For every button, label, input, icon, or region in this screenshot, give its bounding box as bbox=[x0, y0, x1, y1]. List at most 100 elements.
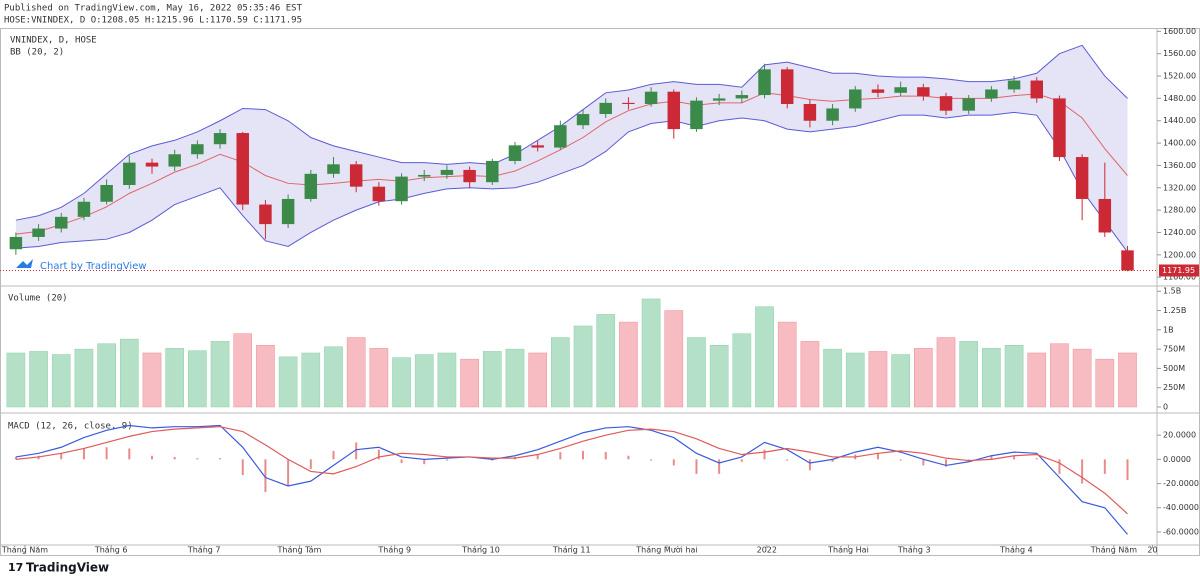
pane-title: Volume (20) bbox=[8, 294, 68, 304]
y-tick-label: 1280.00 bbox=[1163, 206, 1196, 215]
volume-bar bbox=[142, 352, 162, 408]
volume-bar bbox=[800, 341, 820, 408]
volume-bar bbox=[482, 351, 502, 408]
volume-bar bbox=[641, 298, 661, 408]
pane-title: MACD (12, 26, close, 9) bbox=[8, 422, 133, 432]
volume-bar bbox=[755, 306, 774, 408]
y-tick-label: -60.0000 bbox=[1163, 527, 1199, 536]
candle-body bbox=[417, 174, 431, 177]
candle-body bbox=[440, 169, 454, 175]
candle-body bbox=[1007, 80, 1021, 90]
x-tick-label: Tháng Mười hai bbox=[635, 545, 697, 555]
candle-body bbox=[599, 102, 612, 115]
volume-bar bbox=[188, 350, 207, 408]
volume-bar bbox=[1072, 348, 1092, 408]
candle-body bbox=[486, 160, 499, 183]
volume-bar bbox=[29, 351, 48, 408]
candle-body bbox=[236, 133, 249, 205]
plot-layer: 1160.00 1200.00 1240.00 1280.00 1320.00 1360.… bbox=[0, 27, 1199, 555]
y-tick-label: 1200.00 bbox=[1163, 250, 1196, 259]
volume-bar bbox=[324, 346, 343, 408]
macd-line bbox=[15, 424, 1128, 535]
x-tick-label: Tháng Năm bbox=[1090, 546, 1137, 555]
candle-body bbox=[327, 164, 340, 174]
volume-bar bbox=[619, 321, 638, 408]
volume-bar bbox=[777, 321, 797, 408]
candle-body bbox=[735, 95, 749, 99]
y-tick-label: 1320.00 bbox=[1163, 183, 1196, 192]
y-tick-label: -20.0000 bbox=[1163, 479, 1199, 488]
candle-body bbox=[1030, 80, 1044, 99]
y-tick-label: 1400.00 bbox=[1163, 139, 1196, 148]
candle-body bbox=[463, 169, 476, 183]
volume-bar bbox=[233, 333, 253, 408]
band-lower bbox=[15, 111, 1128, 253]
candle-body bbox=[576, 114, 590, 126]
band-upper bbox=[15, 44, 1128, 221]
volume-bar bbox=[687, 337, 706, 408]
candle-body bbox=[100, 184, 113, 202]
candle-body bbox=[939, 96, 953, 111]
volume-bar bbox=[369, 348, 389, 408]
candle-body bbox=[281, 198, 295, 225]
volume-bar bbox=[505, 348, 525, 408]
volume-bar bbox=[346, 337, 366, 408]
volume-bar bbox=[97, 343, 116, 408]
candle-body bbox=[871, 89, 885, 93]
volume-bar bbox=[573, 325, 593, 408]
candle-body bbox=[168, 154, 181, 167]
y-tick-label: 500M bbox=[1163, 364, 1185, 373]
candle-body bbox=[531, 145, 544, 148]
candle-body bbox=[145, 162, 159, 167]
volume-bar bbox=[165, 348, 185, 408]
volume-bar bbox=[1095, 358, 1115, 408]
candle-body bbox=[508, 145, 522, 161]
volume-bar bbox=[210, 341, 230, 408]
volume-bar bbox=[460, 358, 479, 408]
candle-body bbox=[1075, 157, 1089, 199]
y-tick-label: 1520.00 bbox=[1163, 72, 1196, 81]
volume-bar bbox=[437, 352, 457, 408]
y-tick-label: 1.5B bbox=[1163, 287, 1181, 296]
last-price-label: 1171.95 bbox=[1162, 266, 1195, 275]
y-tick-label: 1240.00 bbox=[1163, 228, 1196, 237]
candle-body bbox=[667, 91, 681, 130]
symbol-ohlc: HOSE:VNINDEX, D O:1208.05 H:1215.96 L:11… bbox=[4, 16, 302, 26]
y-tick-label: 1600.00 bbox=[1163, 27, 1196, 36]
x-tick-label: Tháng Hai bbox=[827, 546, 869, 555]
volume-bar bbox=[278, 356, 298, 408]
x-tick-label: Tháng 6 bbox=[94, 546, 128, 555]
candle-body bbox=[917, 87, 930, 97]
x-tick-label: Tháng 9 bbox=[377, 546, 411, 555]
candle-body bbox=[849, 89, 862, 109]
volume-bar bbox=[74, 348, 94, 408]
indicator-title: BB (20, 2) bbox=[10, 48, 64, 58]
y-tick-label: 1440.00 bbox=[1163, 116, 1196, 125]
brand[interactable]: TradingView bbox=[26, 561, 109, 575]
volume-bar bbox=[1004, 345, 1024, 408]
candle-body bbox=[123, 162, 136, 185]
volume-bar bbox=[732, 333, 752, 408]
volume-bar bbox=[551, 337, 570, 408]
candle-body bbox=[1098, 198, 1112, 233]
x-tick-label: Tháng Tám bbox=[277, 546, 322, 555]
candle-body bbox=[690, 100, 703, 130]
watermark[interactable]: Chart by TradingView bbox=[40, 261, 147, 272]
brand-icon: 17 bbox=[8, 561, 23, 574]
y-tick-label: 1B bbox=[1163, 325, 1174, 334]
y-tick-label: -40.0000 bbox=[1163, 503, 1199, 512]
y-tick-label: 250M bbox=[1163, 383, 1185, 392]
y-tick-label: 0 bbox=[1163, 402, 1168, 411]
volume-bar bbox=[301, 352, 321, 408]
volume-bar bbox=[891, 354, 910, 408]
candle-body bbox=[77, 201, 91, 217]
candle-body bbox=[9, 236, 23, 250]
candle-body bbox=[213, 133, 227, 145]
volume-bar bbox=[256, 345, 275, 408]
volume-bar bbox=[982, 348, 1001, 408]
volume-bar bbox=[868, 351, 888, 408]
candle-body bbox=[962, 98, 975, 111]
y-tick-label: 20.0000 bbox=[1163, 431, 1196, 440]
candle-body bbox=[554, 125, 567, 148]
